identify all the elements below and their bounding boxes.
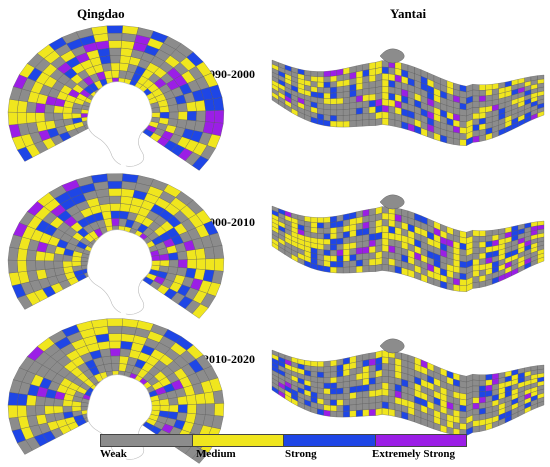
qingdao-map-1 bbox=[7, 25, 225, 176]
legend-color-bar bbox=[100, 434, 467, 447]
period-label-2000-2010: 2000-2010 bbox=[203, 215, 255, 229]
yantai-peninsula-1 bbox=[379, 48, 405, 64]
yantai-map-1 bbox=[271, 48, 545, 146]
column-title-qingdao: Qingdao bbox=[77, 6, 125, 21]
legend-swatch-weak bbox=[101, 435, 192, 446]
legend-swatch-medium bbox=[191, 435, 283, 446]
yantai-map-3 bbox=[271, 338, 545, 436]
yantai-peninsula-2 bbox=[379, 194, 405, 210]
qingdao-map-2 bbox=[7, 173, 225, 324]
legend-label-medium: Medium bbox=[196, 448, 236, 460]
legend-label-strong: Strong bbox=[285, 448, 317, 460]
qingdao-land-1 bbox=[86, 81, 153, 167]
legend-swatch-extremely-strong bbox=[374, 435, 466, 446]
legend-swatch-strong bbox=[283, 435, 375, 446]
yantai-map-2 bbox=[271, 194, 545, 292]
yantai-peninsula-3 bbox=[379, 338, 405, 354]
legend-label-weak: Weak bbox=[100, 448, 127, 460]
period-label-2010-2020: 2010-2020 bbox=[203, 352, 255, 366]
column-title-yantai: Yantai bbox=[390, 6, 427, 21]
qingdao-land-2 bbox=[86, 229, 153, 315]
legend-label-extremely-strong: Extremely Strong bbox=[372, 448, 455, 460]
period-label-1990-2000: 1990-2000 bbox=[203, 67, 255, 81]
